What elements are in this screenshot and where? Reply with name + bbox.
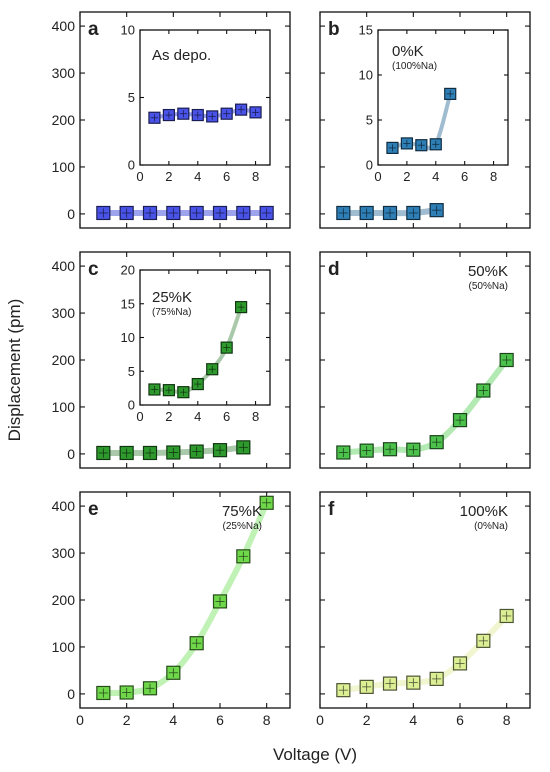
panel-f-x-tick-label: 0 — [316, 712, 324, 728]
inset-c-y-tick-label: 5 — [128, 364, 135, 379]
panel-e: 0 2 4 6 8 0 100 200 300 400 e 75%K(25%Na) — [52, 491, 291, 728]
panel-e-y-tick-label: 100 — [52, 639, 76, 655]
panel-e-x-tick-label: 4 — [169, 712, 177, 728]
panel-e-y-tick-label: 0 — [67, 686, 75, 702]
panel-c-y-tick-label: 100 — [52, 399, 76, 415]
composition-sublabel: (0%Na) — [474, 521, 508, 532]
panel-c-y-tick-label: 300 — [52, 305, 76, 321]
panel-f-series-line — [340, 612, 510, 694]
panel-b: b 0 2 4 6 8 0 5 10 15 0%K(100%Na) — [319, 11, 531, 229]
panel-e-x-tick-label: 0 — [76, 712, 84, 728]
panel-letter: f — [328, 499, 335, 520]
inset-a: 0 2 4 6 8 0 5 10 — [121, 23, 271, 184]
panel-a-y-tick-label: 200 — [52, 112, 76, 128]
panel-letter: a — [88, 19, 99, 40]
panel-letter: b — [328, 19, 340, 40]
inset-c-y-tick-label: 20 — [121, 263, 135, 278]
composition-label: As depo. — [152, 47, 211, 64]
panel-a-y-tick-label: 300 — [52, 65, 76, 81]
panel-e-x-tick-label: 2 — [123, 712, 131, 728]
inset-b-y-tick-label: 10 — [359, 68, 373, 83]
inset-c-x-tick-label: 2 — [165, 409, 172, 424]
inset-c-x-tick-label: 0 — [136, 409, 143, 424]
panel-e-x-tick-label: 6 — [216, 712, 224, 728]
panel-letter: d — [328, 259, 340, 280]
panel-e-y-tick-label: 300 — [52, 545, 76, 561]
inset-a-y-tick-label: 0 — [128, 158, 135, 173]
inset-a-x-tick-label: 8 — [252, 169, 259, 184]
panel-d: d 50%K(50%Na) — [319, 251, 531, 469]
inset-b-y-tick-label: 15 — [359, 23, 373, 38]
inset-a-x-tick-label: 4 — [194, 169, 201, 184]
inset-b-y-tick-label: 0 — [366, 158, 373, 173]
inset-c-x-tick-label: 4 — [194, 409, 201, 424]
inset-c-x-tick-label: 6 — [223, 409, 230, 424]
panel-c-y-tick-label: 200 — [52, 352, 76, 368]
composition-label: 100%K — [460, 503, 508, 520]
inset-background — [378, 30, 508, 165]
panel-a: 0 100 200 300 400 a 0 2 4 6 8 0 5 10 As depo. — [52, 11, 291, 229]
inset-b-x-tick-label: 6 — [461, 169, 468, 184]
inset-a-y-tick-label: 10 — [121, 23, 135, 38]
composition-sublabel: (75%Na) — [152, 307, 191, 318]
panel-f-x-tick-label: 8 — [503, 712, 511, 728]
composition-label: 50%K — [468, 263, 508, 280]
panel-c: 0 100 200 300 400 c 0 2 4 6 8 0 5 10 15 20 25%K(75%Na) — [52, 251, 291, 469]
y-axis-label: Displacement (pm) — [5, 299, 24, 442]
composition-sublabel: (25%Na) — [223, 521, 262, 532]
inset-b-x-tick-label: 0 — [374, 169, 381, 184]
x-axis-label: Voltage (V) — [273, 745, 357, 764]
inset-c-y-tick-label: 10 — [121, 330, 135, 345]
composition-label: 0%K — [392, 43, 424, 60]
panel-e-x-tick-label: 8 — [263, 712, 271, 728]
inset-a-x-tick-label: 0 — [136, 169, 143, 184]
inset-c: 0 2 4 6 8 0 5 10 15 20 — [121, 263, 271, 424]
inset-a-x-tick-label: 6 — [223, 169, 230, 184]
inset-c-y-tick-label: 15 — [121, 296, 135, 311]
panel-d-series-line — [340, 357, 510, 456]
panel-f-x-tick-label: 4 — [409, 712, 417, 728]
inset-b-x-tick-label: 8 — [490, 169, 497, 184]
inset-c-y-tick-label: 0 — [128, 398, 135, 413]
inset-b-frame — [377, 29, 509, 166]
inset-b-x-tick-label: 2 — [403, 169, 410, 184]
inset-a-y-tick-label: 5 — [128, 90, 135, 105]
panel-letter: c — [88, 259, 99, 280]
composition-sublabel: (100%Na) — [392, 61, 437, 72]
inset-c-x-tick-label: 8 — [252, 409, 259, 424]
panel-e-y-tick-label: 400 — [52, 498, 76, 514]
panel-letter: e — [88, 499, 99, 520]
panel-c-y-tick-label: 400 — [52, 258, 76, 274]
inset-b-y-tick-label: 5 — [366, 113, 373, 128]
inset-b: 0 2 4 6 8 0 5 10 15 — [359, 23, 509, 184]
composition-label: 25%K — [152, 289, 192, 306]
inset-a-x-tick-label: 2 — [165, 169, 172, 184]
panel-f-x-tick-label: 2 — [363, 712, 371, 728]
inset-background — [140, 30, 270, 165]
panel-e-y-tick-label: 200 — [52, 592, 76, 608]
panel-c-y-tick-label: 0 — [67, 446, 75, 462]
composition-sublabel: (50%Na) — [469, 281, 508, 292]
panel-f-x-tick-label: 6 — [456, 712, 464, 728]
panel-f: 0 2 4 6 8 f 100%K(0%Na) — [316, 491, 531, 728]
inset-b-x-tick-label: 4 — [432, 169, 439, 184]
panel-a-y-tick-label: 400 — [52, 18, 76, 34]
panel-a-y-tick-label: 0 — [67, 206, 75, 222]
inset-background — [140, 270, 270, 405]
composition-label: 75%K — [222, 503, 262, 520]
panel-a-y-tick-label: 100 — [52, 159, 76, 175]
